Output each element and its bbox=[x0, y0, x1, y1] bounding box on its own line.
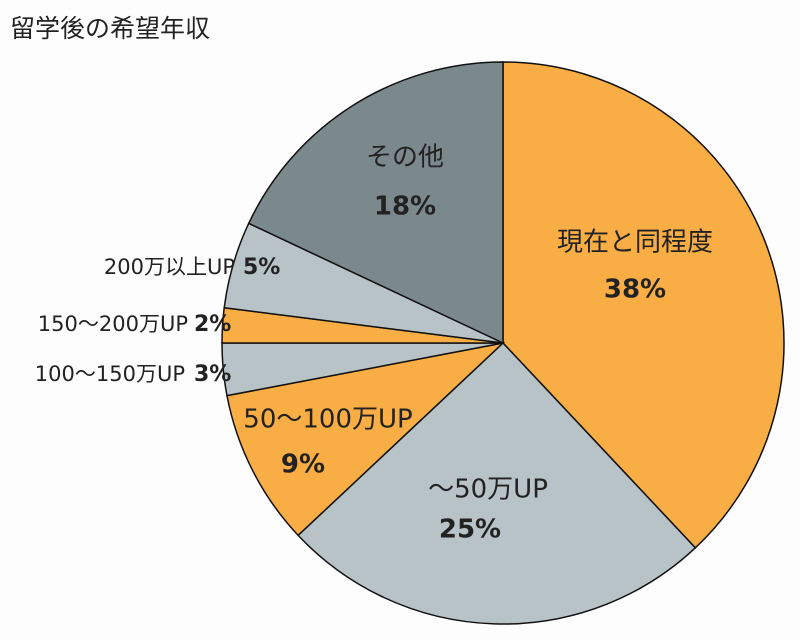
value-label: 38% bbox=[604, 275, 666, 305]
slice-label: 100〜150万UP bbox=[35, 362, 185, 386]
value-label: 9% bbox=[281, 450, 325, 480]
value-label: 2% bbox=[194, 312, 231, 337]
slice-label: 200万以上UP bbox=[104, 255, 235, 279]
value-label: 5% bbox=[243, 255, 280, 280]
pie-slice bbox=[502, 61, 785, 549]
pie-slice bbox=[297, 341, 697, 625]
value-label: 3% bbox=[194, 362, 231, 387]
slice-label: 150〜200万UP bbox=[38, 312, 188, 336]
slice-label: 50〜100万UP bbox=[243, 405, 412, 435]
value-label: 18% bbox=[374, 192, 436, 222]
slice-label: その他 bbox=[366, 143, 444, 173]
chart-title: 留学後の希望年収 bbox=[10, 14, 210, 43]
pie-slice bbox=[226, 341, 506, 537]
slice-label: 〜50万UP bbox=[428, 475, 548, 505]
slice-label: 現在と同程度 bbox=[557, 228, 713, 258]
pie-slice bbox=[247, 61, 504, 345]
value-label: 25% bbox=[439, 515, 501, 545]
